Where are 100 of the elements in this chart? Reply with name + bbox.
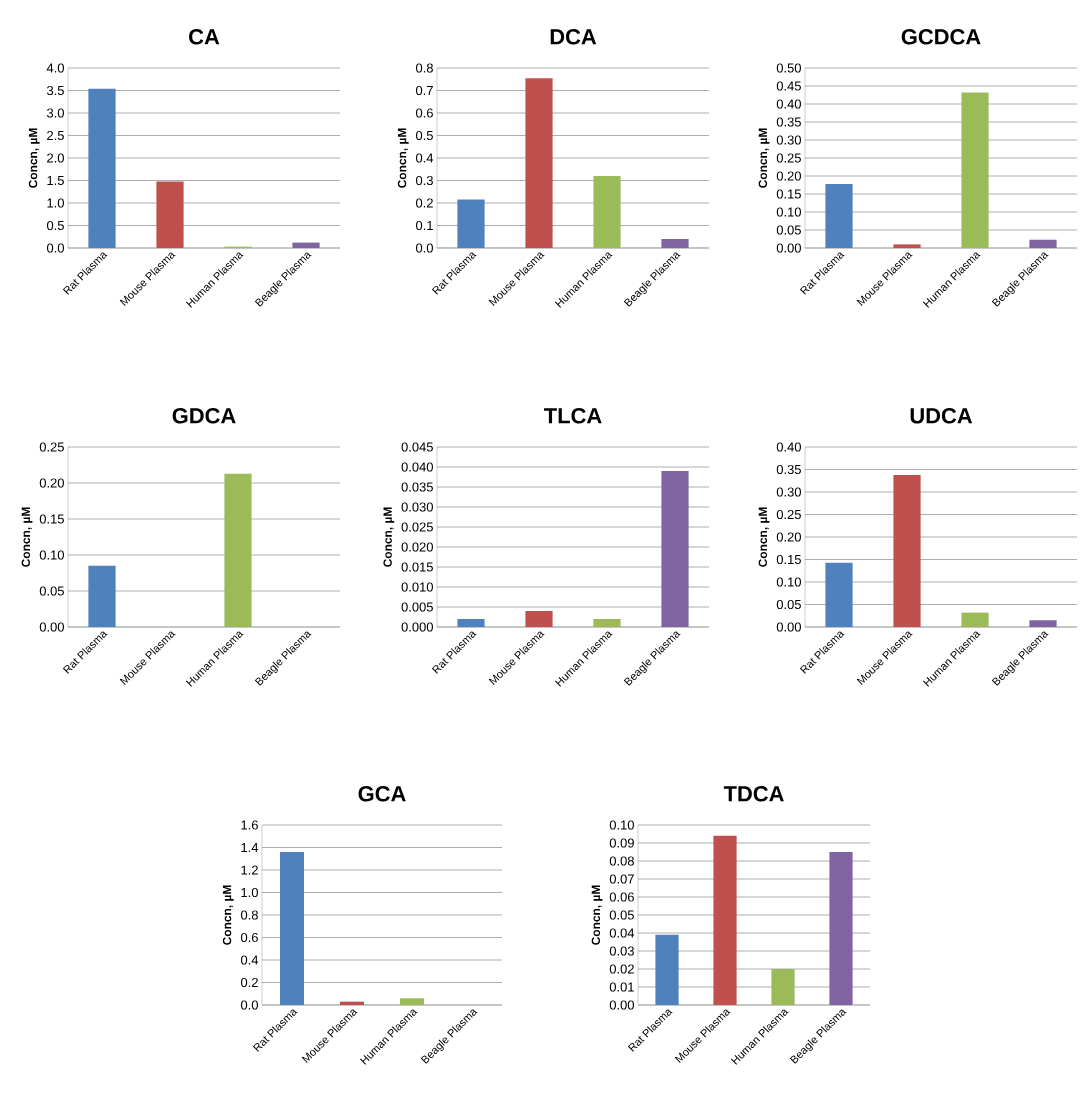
y-tick-label: 1.2: [241, 865, 258, 875]
y-tick-label: 0.15: [776, 189, 801, 199]
y-tick-label: 0.2: [240, 977, 258, 988]
y-tick-label: 0.45: [776, 81, 801, 91]
y-tick-label: 0.005: [401, 602, 433, 612]
y-tick-label: 0.10: [776, 207, 801, 217]
bar: [156, 181, 184, 248]
y-tick-label: 3.5: [46, 85, 64, 96]
y-tick-label: 0.40: [776, 99, 801, 109]
y-tick-label: 0.03: [609, 946, 634, 956]
y-axis-title: Concn, µM: [397, 128, 409, 188]
y-tick-label: 0.3: [415, 175, 433, 186]
y-axis-title: Concn, µM: [591, 885, 603, 945]
bar: [457, 619, 485, 627]
y-axis-title: Concn, µM: [758, 128, 770, 188]
y-tick-label: 0.06: [609, 892, 634, 902]
y-tick-label: 0.4: [240, 955, 259, 965]
bar: [1029, 620, 1057, 627]
y-tick-label: 0.09: [609, 838, 634, 848]
bar: [88, 88, 116, 248]
y-tick-label: 0.40: [776, 442, 801, 452]
y-tick-label: 0.10: [39, 550, 64, 560]
y-tick-label: 2.0: [47, 153, 64, 163]
bar: [713, 835, 737, 1006]
y-tick-label: 0.035: [401, 482, 433, 492]
y-tick-label: 0.000: [401, 622, 433, 632]
y-tick-label: 1.6: [241, 820, 258, 830]
bar: [525, 78, 553, 248]
chart-title: GCDCA: [901, 28, 981, 45]
y-tick-label: 0.2: [415, 198, 433, 208]
y-axis-title: Concn, µM: [383, 507, 395, 567]
y-tick-label: 0.8: [415, 63, 433, 73]
bar: [825, 562, 853, 627]
bar: [1029, 239, 1057, 248]
y-tick-label: 0.00: [39, 622, 64, 632]
y-axis-title: Concn, µM: [28, 128, 40, 188]
chart-title: TLCA: [544, 407, 602, 424]
chart-title: DCA: [550, 28, 597, 45]
bar: [661, 238, 689, 248]
y-tick-label: 1.0: [47, 198, 64, 208]
bar: [771, 969, 795, 1006]
y-tick-label: 0.6: [415, 108, 433, 118]
y-tick-label: 0.05: [776, 225, 801, 235]
y-tick-label: 0.35: [776, 117, 801, 127]
y-axis-title: Concn, µM: [21, 507, 33, 567]
y-tick-label: 0.25: [776, 509, 801, 520]
y-tick-label: 0.040: [401, 462, 433, 472]
y-tick-label: 0.30: [776, 487, 801, 497]
y-tick-label: 1.5: [47, 175, 64, 186]
y-tick-label: 0.5: [415, 130, 433, 141]
y-tick-label: 0.0: [240, 1000, 258, 1010]
bar: [655, 934, 679, 1006]
y-tick-label: 0.15: [39, 514, 64, 524]
y-axis-title: Concn, µM: [222, 885, 234, 945]
y-tick-label: 0.01: [609, 982, 634, 992]
y-tick-label: 0.15: [776, 554, 801, 565]
bar: [292, 242, 320, 248]
bar: [400, 998, 424, 1006]
y-tick-label: 0.05: [776, 599, 801, 610]
y-tick-label: 0.35: [776, 464, 801, 475]
y-tick-label: 0.04: [609, 928, 635, 938]
y-tick-label: 0.08: [609, 856, 634, 866]
y-tick-label: 0.07: [609, 874, 634, 884]
y-tick-label: 0.4: [415, 153, 434, 163]
chart-title: CA: [189, 28, 220, 45]
y-tick-label: 0.02: [609, 964, 634, 974]
y-tick-label: 3.0: [46, 108, 64, 118]
y-tick-label: 1.0: [241, 887, 258, 898]
y-tick-label: 0.1: [415, 220, 433, 231]
bar: [961, 92, 989, 248]
y-tick-label: 0.6: [240, 932, 258, 943]
y-tick-label: 0.7: [415, 85, 433, 96]
y-tick-label: 1.4: [241, 843, 259, 852]
y-tick-label: 0.0: [415, 243, 433, 253]
y-tick-label: 0.10: [609, 820, 634, 830]
y-tick-label: 0.05: [609, 910, 634, 920]
y-tick-label: 0.25: [39, 442, 64, 452]
y-tick-label: 0.05: [39, 586, 64, 596]
y-tick-label: 0.50: [776, 63, 801, 73]
bar: [593, 619, 621, 627]
y-tick-label: 0.0: [46, 243, 64, 253]
y-tick-label: 0.00: [609, 1000, 634, 1010]
y-tick-label: 0.20: [776, 532, 801, 542]
y-tick-label: 0.010: [401, 582, 433, 592]
bar: [593, 176, 621, 248]
y-tick-label: 0.015: [401, 562, 433, 572]
y-tick-label: 0.045: [401, 442, 433, 452]
bar: [893, 244, 921, 248]
chart-title: TDCA: [723, 785, 784, 802]
y-tick-label: 0.20: [776, 171, 801, 181]
bar: [280, 852, 304, 1006]
y-tick-label: 0.25: [776, 153, 801, 163]
bar: [825, 183, 853, 248]
y-tick-label: 2.5: [47, 130, 64, 141]
chart-title: GCA: [358, 785, 406, 802]
y-axis-title: Concn, µM: [758, 507, 770, 567]
y-tick-label: 0.020: [401, 542, 433, 552]
y-tick-label: 0.8: [240, 910, 258, 920]
bar: [525, 611, 553, 627]
y-tick-label: 4.0: [46, 63, 64, 73]
